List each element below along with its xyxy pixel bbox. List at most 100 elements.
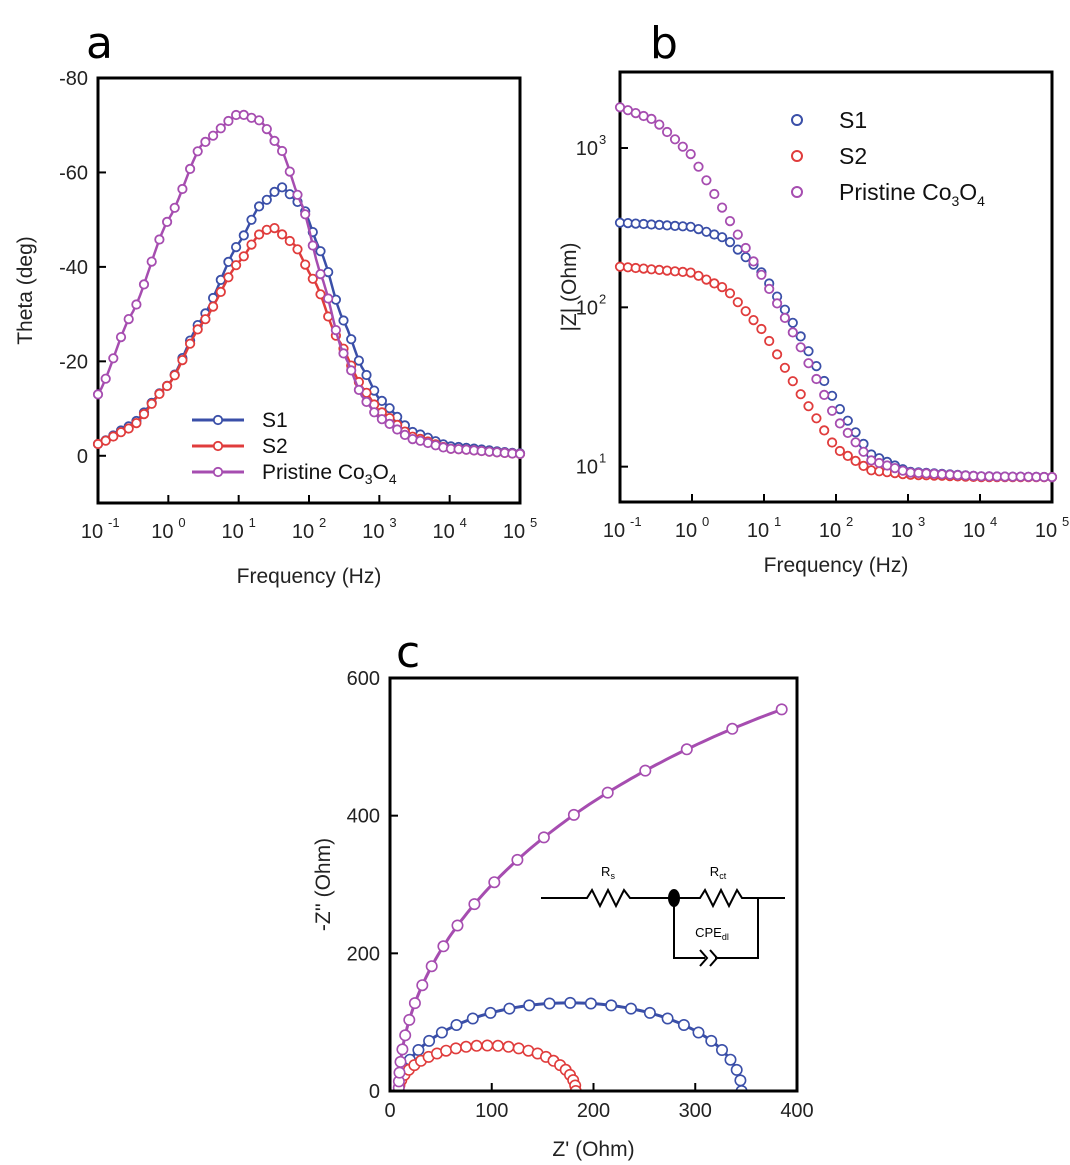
b-data-point xyxy=(716,202,728,213)
a-data-point xyxy=(338,348,349,359)
b-data-point xyxy=(724,288,736,299)
a-data-point xyxy=(376,414,387,425)
a-data-point xyxy=(392,424,403,435)
b-x-tick-exp: 1 xyxy=(774,514,781,529)
a-data-point xyxy=(177,354,188,366)
a-data-point xyxy=(123,313,134,325)
a-data-point xyxy=(138,408,150,420)
a-x-tick-exp: 4 xyxy=(460,515,467,530)
b-data-point xyxy=(779,362,791,373)
panel-label-b: b xyxy=(650,18,678,69)
equivalent-circuit-inset: Rs Rct CPEdl xyxy=(541,864,785,967)
c-data-point xyxy=(435,1026,448,1039)
c-data-point xyxy=(484,1006,497,1019)
a-data-point xyxy=(330,324,341,336)
b-data-point xyxy=(850,437,861,448)
b-y-tick-label: 10 xyxy=(576,138,598,160)
b-data-point xyxy=(826,405,838,416)
a-data-point xyxy=(361,396,372,407)
c-data-point xyxy=(408,997,421,1010)
a-data-point xyxy=(246,239,257,250)
a-data-point xyxy=(238,230,249,241)
b-data-point xyxy=(819,425,830,436)
b-x-tick-label: 10 xyxy=(1035,520,1057,542)
a-data-point xyxy=(138,279,150,290)
chart-b: 10 110 210 310 -1 10 0 10 1 10 2 10 3 10 4 10 5Frequency… xyxy=(558,70,1069,577)
c-data-point xyxy=(523,999,536,1012)
b-x-tick-exp: -1 xyxy=(630,514,642,529)
c-data-point xyxy=(715,1044,728,1057)
a-data-point xyxy=(254,229,265,240)
b-x-tick-label: 10 xyxy=(819,520,841,542)
b-data-point xyxy=(693,270,704,281)
c-data-point xyxy=(423,1034,436,1047)
a-data-point xyxy=(146,256,157,267)
b-x-tick-label: 10 xyxy=(747,520,769,542)
c-data-point xyxy=(451,919,464,932)
a-data-point xyxy=(323,293,334,304)
b-data-point xyxy=(701,274,712,285)
b-data-point xyxy=(787,327,798,338)
b-legend-marker xyxy=(791,186,803,198)
b-data-point xyxy=(756,269,767,280)
c-data-point xyxy=(440,1044,453,1057)
a-y-axis-title: Theta (deg) xyxy=(14,236,37,345)
a-x-tick-label: 10 xyxy=(433,521,455,543)
a-data-point xyxy=(269,223,280,234)
c-data-point xyxy=(734,1074,747,1087)
b-data-point xyxy=(764,335,775,347)
a-data-point xyxy=(276,229,288,240)
b-x-tick-exp: 2 xyxy=(846,514,853,529)
c-data-point xyxy=(396,1043,409,1056)
b-x-tick-label: 10 xyxy=(891,520,913,542)
a-legend-marker xyxy=(212,414,224,426)
a-x-tick-label: 10 xyxy=(81,521,103,543)
rct-resistor xyxy=(675,887,785,909)
a-y-tick-label: -20 xyxy=(59,351,88,373)
b-series-2 xyxy=(614,102,1058,483)
a-data-point xyxy=(223,272,234,283)
c-data-point xyxy=(567,808,580,821)
b-data-point xyxy=(795,331,806,342)
b-data-point xyxy=(826,437,838,448)
a-data-point xyxy=(276,145,288,157)
rct-label: Rct xyxy=(710,864,727,881)
a-data-point xyxy=(169,370,180,381)
a-data-point xyxy=(346,365,357,376)
a-data-point xyxy=(300,209,311,220)
b-data-point xyxy=(771,349,783,360)
a-data-point xyxy=(162,216,173,227)
b-data-point xyxy=(740,306,751,317)
a-legend-label: S1 xyxy=(262,409,288,432)
c-data-point xyxy=(394,1055,407,1068)
cpe-element xyxy=(699,949,719,967)
a-data-point xyxy=(231,242,242,253)
c-data-point xyxy=(677,1018,690,1031)
b-data-point xyxy=(677,141,688,152)
c-series-2 xyxy=(392,703,788,1091)
c-data-point xyxy=(692,1026,705,1039)
b-data-point xyxy=(724,237,736,248)
b-y-tick-label: 10 xyxy=(576,457,598,479)
a-data-point xyxy=(200,314,211,325)
a-data-point xyxy=(384,418,395,429)
a-data-point xyxy=(131,417,142,429)
c-data-point xyxy=(466,1012,479,1025)
a-data-point xyxy=(315,246,326,257)
b-data-point xyxy=(842,427,853,438)
a-data-point xyxy=(307,273,318,284)
a-data-point xyxy=(338,315,349,326)
c-data-point xyxy=(491,1039,504,1052)
a-data-point xyxy=(399,429,410,440)
a-data-point xyxy=(284,166,295,177)
a-x-tick-exp: 2 xyxy=(319,515,326,530)
a-data-point xyxy=(108,353,119,364)
a-data-point xyxy=(315,268,326,280)
a-data-point xyxy=(215,123,226,134)
plot-frame-b xyxy=(618,70,1054,504)
b-data-point xyxy=(669,134,681,145)
b-data-point xyxy=(724,216,736,227)
b-data-point xyxy=(701,175,712,186)
b-data-point xyxy=(787,376,798,387)
c-data-point xyxy=(775,703,788,716)
